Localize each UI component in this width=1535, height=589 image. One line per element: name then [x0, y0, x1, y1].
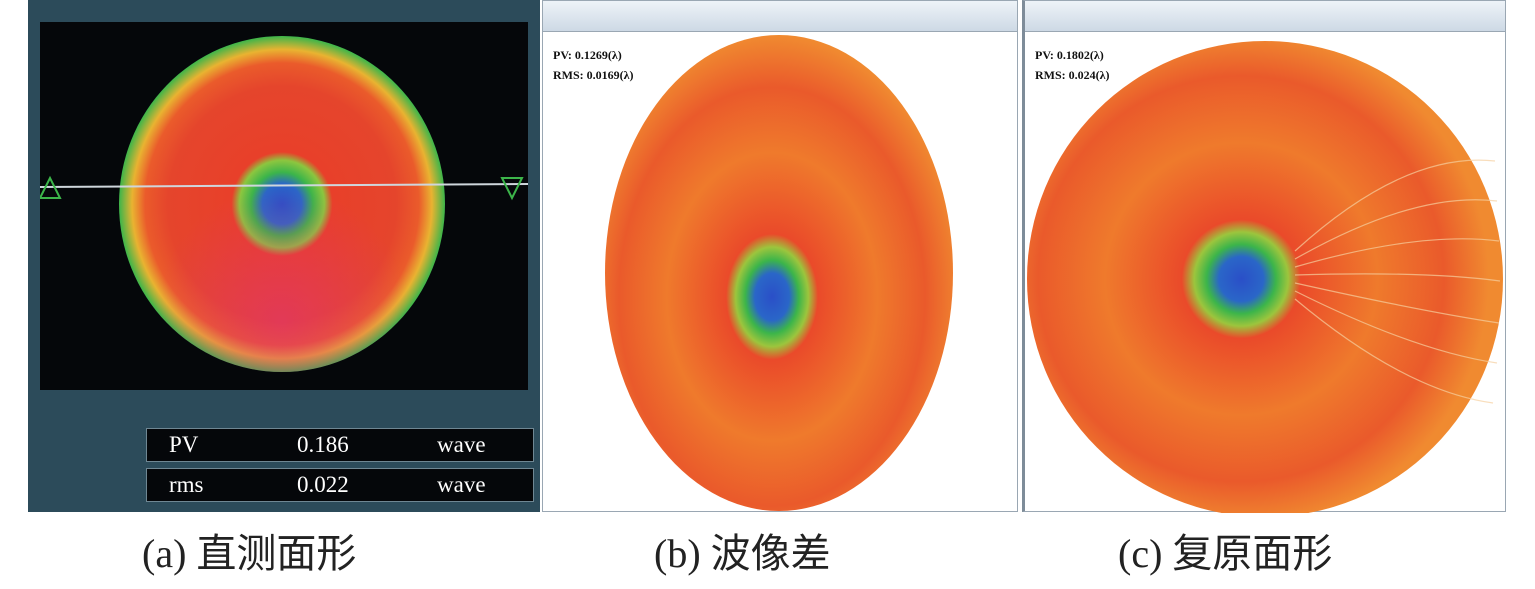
surface-map-c: [1027, 41, 1503, 513]
pv-text: PV: 0.1269(λ): [553, 48, 622, 62]
readout-label: PV: [169, 432, 199, 457]
stats-block: PV: 0.1269(λ) RMS: 0.0169(λ): [553, 45, 634, 85]
window-titlebar: [543, 1, 1017, 32]
surface-disc-c: [1027, 41, 1503, 513]
surface-tint-a: [119, 36, 445, 372]
readout-unit: wave: [437, 432, 486, 457]
fringe-lines: [1294, 159, 1501, 404]
window-titlebar: [1025, 1, 1505, 32]
readout-value: 0.186: [297, 432, 349, 457]
readout-row-rms: rms 0.022 wave: [146, 468, 534, 502]
surface-disc-b: [605, 35, 953, 511]
rms-text: RMS: 0.0169(λ): [553, 68, 634, 82]
profile-marker-right-icon[interactable]: [500, 177, 524, 201]
readout-label: rms: [169, 472, 204, 497]
profile-line[interactable]: [40, 183, 528, 188]
profile-marker-left-icon[interactable]: [40, 175, 62, 199]
rms-text: RMS: 0.024(λ): [1035, 68, 1110, 82]
caption-b: (b) 波像差: [654, 531, 831, 576]
reconstruction-window: PV: 0.1802(λ) RMS: 0.024(λ): [1022, 0, 1506, 513]
surface-map-b: [605, 35, 953, 511]
caption-c: (c) 复原面形: [1118, 531, 1333, 576]
readout-row-pv: PV 0.186 wave: [146, 428, 534, 462]
wavefront-window: PV: 0.1269(λ) RMS: 0.0169(λ): [542, 0, 1018, 512]
surface-map-frame: [40, 22, 528, 390]
surface-map-a: [40, 36, 528, 372]
caption-a: (a) 直测面形: [142, 531, 357, 576]
readout-unit: wave: [437, 472, 486, 497]
stats-block: PV: 0.1802(λ) RMS: 0.024(λ): [1035, 45, 1110, 85]
readout-value: 0.022: [297, 472, 349, 497]
readout-panel: PV 0.186 wave rms 0.022 wave: [28, 412, 540, 512]
direct-measurement-panel: PV 0.186 wave rms 0.022 wave: [28, 0, 540, 512]
pv-text: PV: 0.1802(λ): [1035, 48, 1104, 62]
